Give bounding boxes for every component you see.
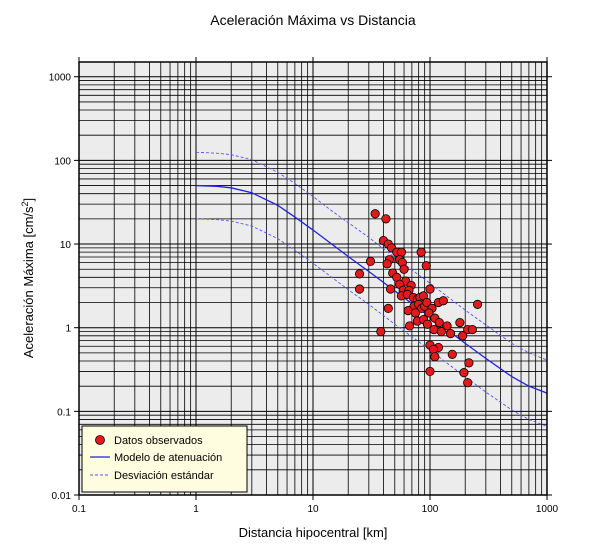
y-tick-label: 100: [54, 156, 71, 167]
y-tick-label: 1: [65, 324, 71, 335]
chart-title: Aceleración Máxima vs Distancia: [210, 12, 416, 28]
data-point: [354, 269, 365, 279]
data-point: [458, 331, 468, 341]
data-point: [430, 352, 440, 362]
data-point: [438, 296, 448, 306]
y-tick-label: 10: [60, 240, 72, 251]
y-axis-label-end: ]: [21, 198, 36, 202]
data-point: [399, 264, 409, 274]
data-point: [354, 284, 365, 294]
data-point: [416, 247, 426, 257]
x-axis-label: Distancia hipocentral [km]: [239, 525, 388, 540]
legend-marker-points: [95, 435, 105, 445]
data-point: [376, 326, 386, 337]
data-point: [424, 308, 434, 318]
data-point: [447, 349, 457, 359]
y-tick-label: 1000: [49, 73, 72, 84]
data-point: [464, 358, 474, 368]
data-point: [383, 303, 393, 314]
grid: [78, 62, 547, 496]
data-point: [421, 261, 431, 271]
data-point: [445, 328, 456, 339]
data-point: [381, 214, 391, 224]
y-tick-label: 0.01: [52, 491, 72, 502]
data-point: [422, 297, 432, 308]
data-point: [370, 209, 380, 219]
x-tick-label: 1000: [536, 504, 559, 515]
model-line: [195, 184, 548, 394]
x-tick-label: 1: [193, 504, 199, 515]
y-tick-label: 0.1: [57, 407, 71, 418]
legend-label-std: Desviación estándar: [114, 470, 214, 482]
y-axis-label-superscript: 2: [20, 201, 30, 206]
std-dev-line: [195, 151, 548, 361]
legend: Datos observados Modelo de atenuación De…: [81, 425, 248, 493]
data-point: [425, 366, 435, 377]
y-axis-label-main: Aceleración Máxima [cm/s: [21, 206, 36, 358]
data-point: [382, 259, 392, 269]
legend-box: [81, 425, 248, 493]
data-points: [354, 209, 483, 388]
data-point: [385, 284, 396, 294]
x-tick-label: 100: [422, 504, 439, 515]
data-point: [442, 321, 452, 331]
x-tick-label: 10: [307, 504, 319, 515]
legend-label-points: Datos observados: [114, 435, 203, 447]
data-point: [459, 368, 469, 378]
legend-label-model: Modelo de atenuación: [114, 452, 222, 464]
data-point: [396, 247, 407, 257]
data-point: [434, 318, 444, 328]
y-axis-label: Aceleración Máxima [cm/s2]: [20, 198, 36, 358]
data-point: [436, 326, 446, 337]
data-point: [425, 284, 435, 294]
x-tick-label: 0.1: [72, 504, 86, 515]
data-point: [405, 321, 415, 331]
data-point: [463, 378, 473, 388]
data-point: [365, 256, 376, 267]
data-point: [455, 318, 465, 328]
data-point: [472, 299, 483, 309]
data-point: [422, 319, 432, 329]
data-point: [410, 308, 420, 318]
plot-series: [195, 151, 548, 427]
data-point: [467, 324, 477, 335]
std-dev-line: [195, 218, 548, 427]
